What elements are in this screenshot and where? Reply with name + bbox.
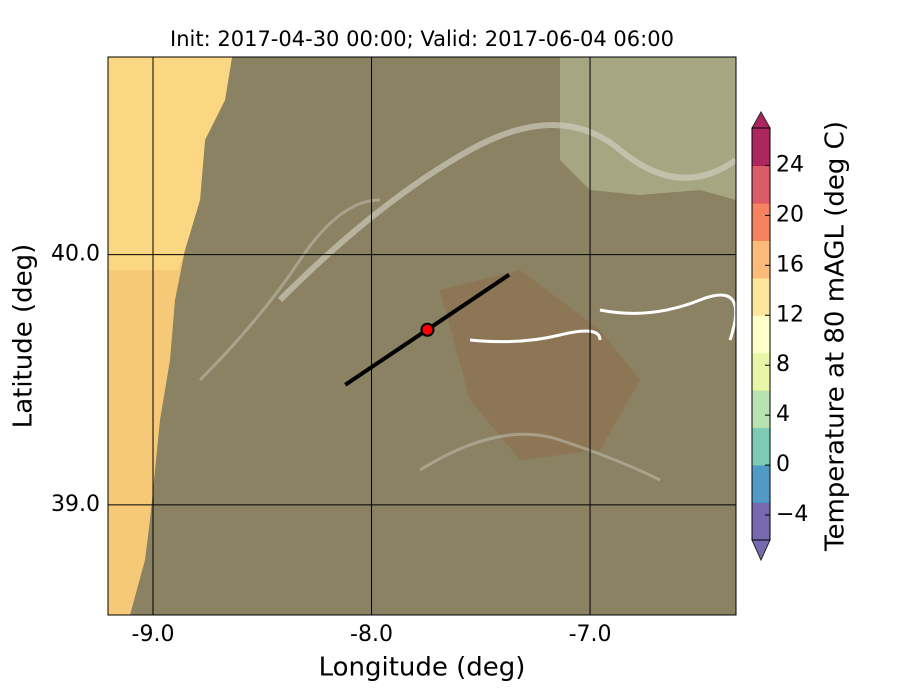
colorbar-tick-label: 12 [776, 302, 804, 327]
colorbar-segment [752, 502, 770, 541]
valley [560, 57, 736, 200]
y-tick-label: 39.0 [51, 492, 100, 517]
colorbar-label: Temperature at 80 mAGL (deg C) [821, 121, 851, 552]
reservoir [469, 329, 602, 344]
colorbar-tick-label: 16 [776, 252, 804, 277]
y-tick-label: 40.0 [51, 242, 100, 267]
ridge [419, 432, 661, 482]
colorbar-extend [751, 110, 771, 129]
colorbar-frame [751, 127, 771, 541]
colorbar-segment [752, 128, 770, 166]
plot-frame [107, 56, 737, 616]
colorbar-segment [752, 202, 770, 241]
ridge [277, 122, 736, 303]
colorbar-extend [751, 539, 771, 562]
colorbar-tick-label: 4 [776, 402, 790, 427]
colorbar-tick-label: 24 [776, 152, 804, 177]
terrain [108, 57, 736, 615]
ridge [198, 198, 381, 382]
site-marker [420, 322, 435, 337]
colorbar-tick-label: 0 [776, 452, 790, 477]
colorbar-segment [752, 352, 770, 391]
chart-title: Init: 2017-04-30 00:00; Valid: 2017-06-0… [170, 27, 674, 51]
x-tick-label: -8.0 [350, 622, 393, 647]
colorbar-segment [752, 465, 770, 504]
x-tick-label: -7.0 [569, 622, 612, 647]
colorbar-tick-label: 8 [776, 352, 790, 377]
colorbar-tick-label: 20 [776, 202, 804, 227]
colorbar-segment [752, 165, 770, 204]
colorbar-segment [752, 427, 770, 466]
colorbar-segment [752, 315, 770, 354]
x-tick-label: -9.0 [132, 622, 175, 647]
colorbar-segment [752, 390, 770, 429]
x-axis-label: Longitude (deg) [319, 653, 526, 683]
colorbar-segment [752, 240, 770, 279]
sea [108, 57, 232, 270]
colorbar-tick-label: −4 [776, 502, 808, 527]
y-axis-label: Latitude (deg) [9, 244, 39, 429]
colorbar-segment [752, 277, 770, 316]
